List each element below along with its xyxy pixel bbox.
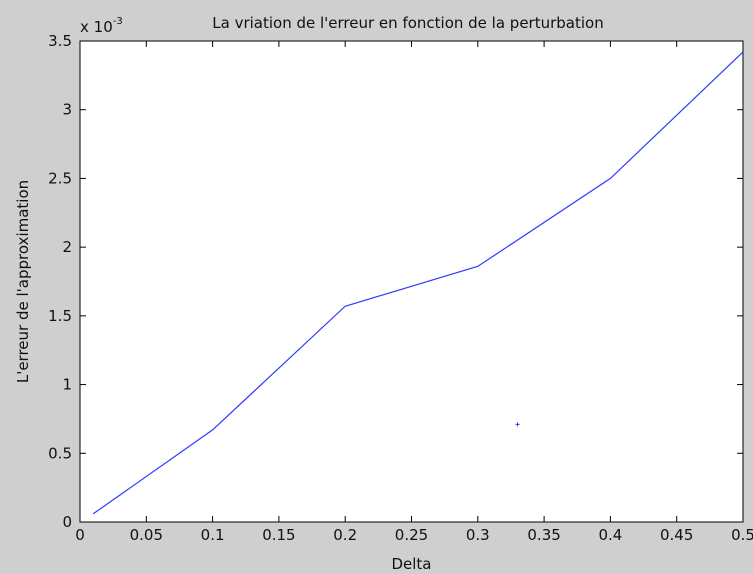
y-tick-label: 3	[62, 101, 72, 119]
x-tick-label: 0.45	[660, 526, 693, 544]
y-multiplier-exponent: -3	[113, 16, 123, 27]
x-tick-label: 0.25	[395, 526, 428, 544]
x-tick-label: 0.4	[598, 526, 622, 544]
y-tick-label: 2	[62, 238, 72, 256]
y-tick-label: 2.5	[48, 169, 72, 187]
x-tick-label: 0.1	[201, 526, 225, 544]
y-multiplier-base: x 10	[80, 18, 113, 36]
y-tick-label: 0.5	[48, 444, 72, 462]
chart-title: La vriation de l'erreur en fonction de l…	[212, 14, 603, 32]
y-tick-label: 1	[62, 376, 72, 394]
x-tick-label: 0.05	[130, 526, 163, 544]
x-tick-label: 0.2	[333, 526, 357, 544]
y-axis-label: L'erreur de l'approximation	[14, 180, 32, 383]
series-line	[92, 51, 744, 515]
x-axis-label: Delta	[391, 555, 431, 573]
point-marker	[515, 422, 520, 427]
x-tick-label: 0.35	[527, 526, 560, 544]
x-tick-label: 0.3	[466, 526, 490, 544]
y-tick-label: 0	[62, 513, 72, 531]
y-tick-label: 3.5	[48, 32, 72, 50]
x-tick-label: 0	[75, 526, 85, 544]
plot-area	[79, 40, 744, 523]
y-tick-label: 1.5	[48, 307, 72, 325]
x-tick-label: 0.15	[262, 526, 295, 544]
x-tick-label: 0.5	[731, 526, 753, 544]
y-axis-multiplier: x 10-3	[80, 16, 123, 36]
